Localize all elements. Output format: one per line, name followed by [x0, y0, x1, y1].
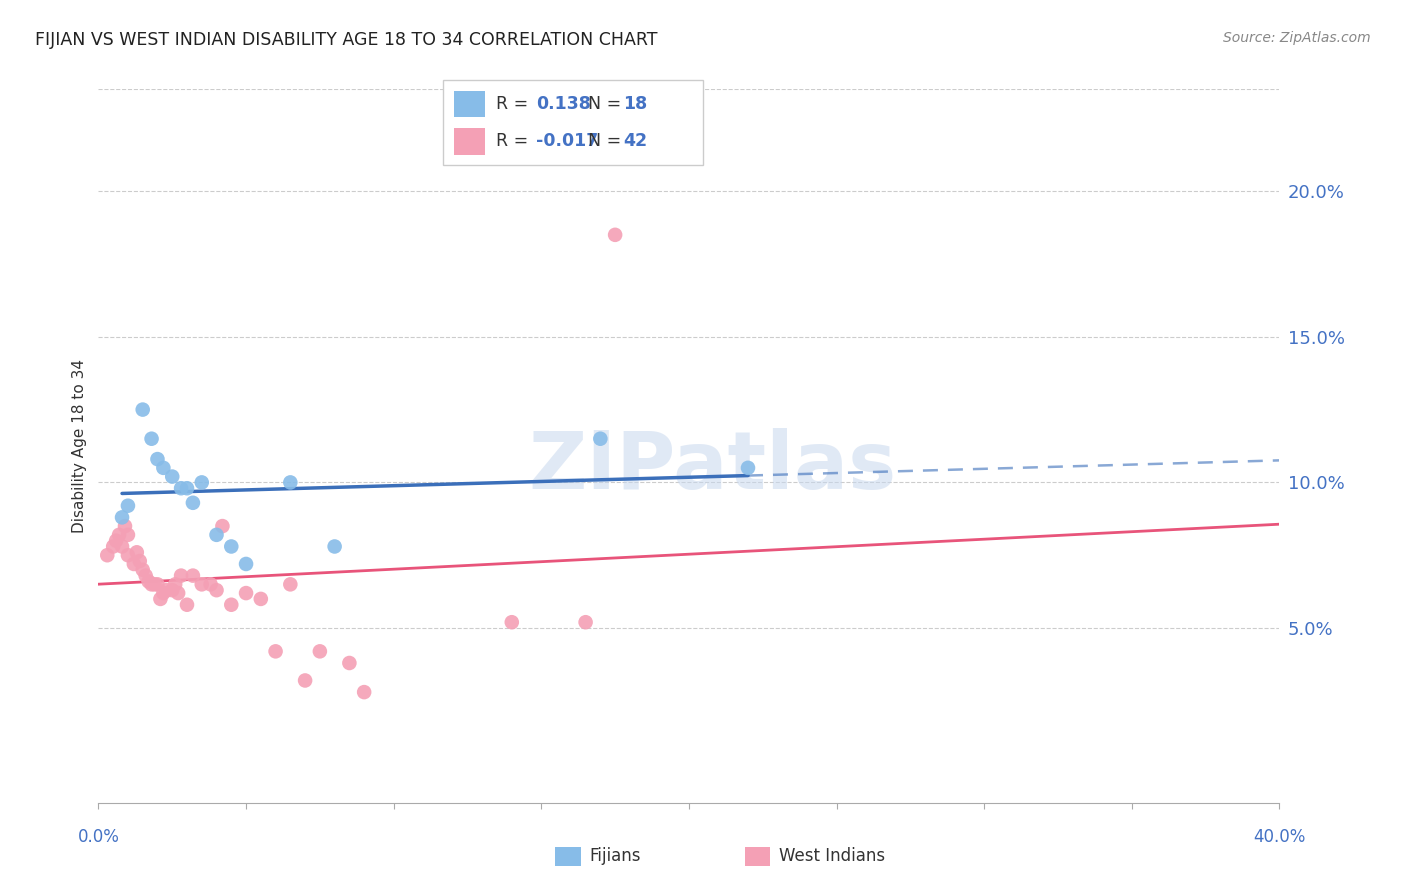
- Point: [114, 519, 136, 533]
- Point: [191, 577, 214, 591]
- Point: [176, 598, 198, 612]
- Text: R =: R =: [496, 95, 529, 113]
- Text: West Indians: West Indians: [779, 847, 884, 865]
- Point: [117, 528, 139, 542]
- Point: [574, 615, 596, 630]
- Point: [353, 685, 375, 699]
- Point: [278, 577, 302, 591]
- Point: [132, 563, 155, 577]
- Point: [170, 568, 193, 582]
- Point: [138, 574, 160, 589]
- Point: [278, 475, 302, 490]
- Text: -0.017: -0.017: [536, 132, 598, 150]
- Point: [339, 656, 360, 670]
- Point: [143, 577, 166, 591]
- Point: [737, 460, 759, 475]
- Point: [205, 583, 228, 598]
- Point: [103, 540, 125, 554]
- Text: 42: 42: [623, 132, 647, 150]
- Text: 0.0%: 0.0%: [77, 828, 120, 846]
- Point: [181, 568, 204, 582]
- Point: [125, 545, 148, 559]
- Point: [219, 540, 242, 554]
- Text: Fijians: Fijians: [589, 847, 641, 865]
- Text: 40.0%: 40.0%: [1253, 828, 1306, 846]
- Point: [605, 227, 627, 242]
- Point: [309, 644, 332, 658]
- Text: ZIPatlas: ZIPatlas: [529, 428, 897, 507]
- Point: [141, 432, 163, 446]
- Point: [211, 519, 233, 533]
- Point: [162, 583, 183, 598]
- Point: [250, 591, 273, 606]
- Point: [96, 548, 118, 562]
- Point: [105, 533, 128, 548]
- Text: R =: R =: [496, 132, 529, 150]
- Point: [176, 481, 198, 495]
- Point: [205, 528, 228, 542]
- Text: Source: ZipAtlas.com: Source: ZipAtlas.com: [1223, 31, 1371, 45]
- Point: [132, 402, 155, 417]
- Point: [323, 540, 346, 554]
- Text: 18: 18: [623, 95, 647, 113]
- Point: [181, 496, 204, 510]
- Point: [219, 598, 242, 612]
- Point: [294, 673, 316, 688]
- Point: [152, 460, 174, 475]
- Point: [128, 554, 150, 568]
- Point: [135, 568, 157, 582]
- Point: [146, 577, 169, 591]
- Text: FIJIAN VS WEST INDIAN DISABILITY AGE 18 TO 34 CORRELATION CHART: FIJIAN VS WEST INDIAN DISABILITY AGE 18 …: [35, 31, 658, 49]
- Point: [149, 591, 172, 606]
- Point: [165, 577, 187, 591]
- Text: N =: N =: [588, 132, 621, 150]
- Point: [155, 583, 177, 598]
- Point: [141, 577, 163, 591]
- Point: [122, 557, 145, 571]
- Point: [501, 615, 523, 630]
- Point: [200, 577, 222, 591]
- Point: [152, 586, 174, 600]
- Point: [111, 510, 134, 524]
- Point: [264, 644, 287, 658]
- Point: [117, 499, 139, 513]
- Point: [589, 432, 612, 446]
- Point: [191, 475, 214, 490]
- Point: [170, 481, 193, 495]
- Point: [146, 452, 169, 467]
- Y-axis label: Disability Age 18 to 34: Disability Age 18 to 34: [72, 359, 87, 533]
- Point: [167, 586, 190, 600]
- Point: [235, 586, 257, 600]
- Point: [235, 557, 257, 571]
- Point: [111, 540, 134, 554]
- Text: N =: N =: [588, 95, 621, 113]
- Point: [108, 528, 131, 542]
- Text: 0.138: 0.138: [536, 95, 591, 113]
- Point: [117, 548, 139, 562]
- Point: [162, 469, 183, 483]
